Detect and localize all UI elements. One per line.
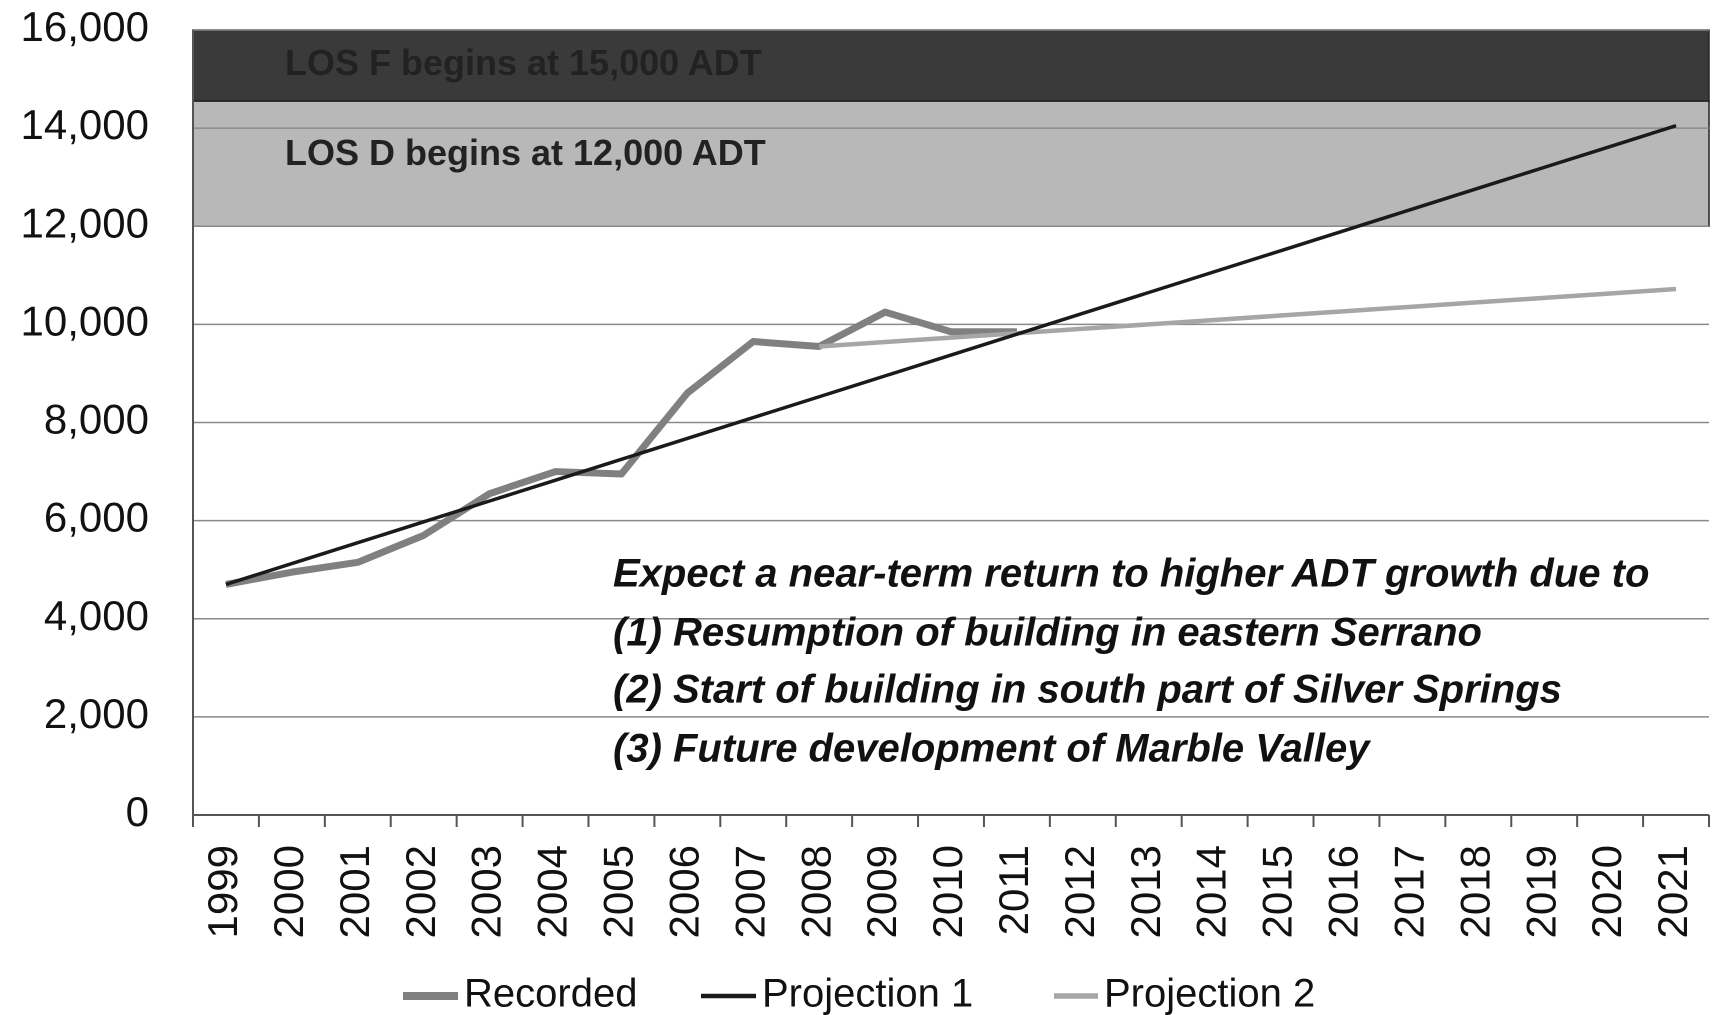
x-tick-label: 2020	[1583, 845, 1630, 938]
x-tick-label: 2013	[1122, 845, 1169, 938]
annotation: (1) Resumption of building in eastern Se…	[613, 611, 1482, 655]
x-tick-label: 2007	[726, 845, 773, 938]
x-tick-label: 2012	[1056, 845, 1103, 938]
x-tick-label: 2021	[1649, 845, 1696, 938]
x-tick-label: 2009	[858, 845, 905, 938]
x-tick-label: 2015	[1254, 845, 1301, 938]
x-tick-label: 2016	[1320, 845, 1367, 938]
x-tick-label: 2002	[397, 845, 444, 938]
x-tick-label: 2006	[660, 845, 707, 938]
y-tick-label: 10,000	[21, 297, 149, 344]
x-tick-label: 2011	[990, 845, 1037, 935]
series-line	[819, 286, 1677, 349]
x-tick-label: 2008	[792, 845, 839, 938]
legend-label: Projection 2	[1104, 972, 1315, 1015]
y-tick-label: 6,000	[44, 494, 149, 541]
x-tick-label: 2014	[1188, 845, 1235, 938]
los-band	[192, 29, 1710, 102]
x-tick-label: 2017	[1385, 845, 1432, 938]
legend-label: Projection 1	[762, 972, 973, 1015]
x-tick-label: 2004	[529, 845, 576, 938]
x-tick-label: 2003	[463, 845, 510, 938]
series-line	[225, 308, 1017, 588]
x-tick-label: 2018	[1451, 845, 1498, 938]
band-label: LOS D begins at 12,000 ADT	[285, 132, 766, 173]
y-tick-label: 4,000	[44, 592, 149, 639]
los-band	[192, 100, 1710, 227]
y-tick-label: 0	[126, 788, 149, 835]
annotation: Expect a near-term return to higher ADT …	[613, 552, 1649, 596]
y-tick-label: 8,000	[44, 396, 149, 443]
legend-label: Recorded	[464, 972, 637, 1015]
x-tick-label: 2001	[331, 845, 378, 938]
series-line	[225, 124, 1677, 587]
y-tick-label: 12,000	[21, 199, 149, 246]
x-tick-label: 2005	[595, 845, 642, 938]
y-tick-label: 16,000	[21, 3, 149, 50]
y-tick-label: 14,000	[21, 101, 149, 148]
x-tick-label: 1999	[199, 845, 246, 938]
x-tick-label: 2019	[1517, 845, 1564, 938]
y-tick-label: 2,000	[44, 690, 149, 737]
x-tick-label: 2000	[265, 845, 312, 938]
x-tick-label: 2010	[924, 845, 971, 938]
annotation: (3) Future development of Marble Valley	[613, 727, 1371, 771]
band-label: LOS F begins at 15,000 ADT	[285, 42, 762, 83]
annotation: (2) Start of building in south part of S…	[613, 668, 1562, 712]
